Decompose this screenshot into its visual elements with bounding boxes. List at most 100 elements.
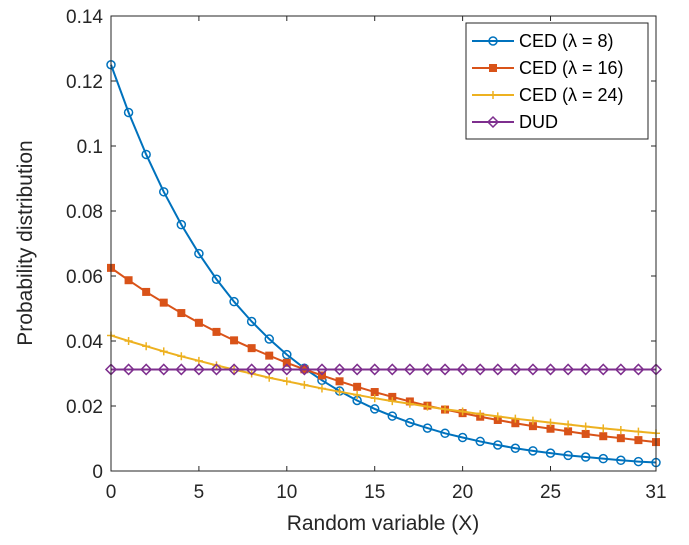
data-point [280,363,293,376]
data-point [441,405,450,414]
data-point [142,342,151,351]
data-point [458,407,467,416]
data-point [526,363,539,376]
data-point [123,107,134,118]
data-point [564,427,573,436]
data-point [562,363,575,376]
data-point [528,416,537,425]
data-point [369,404,380,414]
data-point [403,363,416,376]
data-point [265,351,274,360]
data-point [509,363,522,376]
data-point [353,382,362,391]
data-point [298,363,311,376]
data-point [493,412,502,421]
data-point [177,309,186,318]
legend-label: CED (λ = 8) [519,31,614,51]
data-point [438,363,452,376]
data-point [616,455,626,466]
data-point [616,426,625,435]
data-point [440,428,450,439]
data-point [491,363,504,376]
data-point [405,399,414,408]
legend-item: CED (λ = 8) [472,31,614,51]
x-axis-label: Random variable (X) [287,512,480,535]
data-point [581,422,590,431]
data-point [422,423,433,433]
legend-marker [489,91,497,99]
data-point [368,363,381,376]
data-point [580,452,591,462]
data-point [545,448,556,458]
data-point [597,363,610,376]
y-tick-label: 0.14 [66,7,103,28]
legend-item: CED (λ = 16) [472,58,624,78]
data-point [632,363,645,376]
data-point [511,414,520,423]
data-point [159,347,168,356]
data-point [528,446,538,456]
data-point [633,456,644,467]
data-point [264,334,274,344]
series-diamond [104,363,663,376]
data-point [564,420,573,429]
data-point [212,327,221,336]
x-tick-label: 10 [276,482,297,503]
data-point [599,432,608,441]
data-point [158,187,169,197]
data-point [474,363,487,376]
y-tick-label: 0.06 [66,267,103,288]
data-point [210,363,223,376]
x-tick-label: 20 [452,482,473,503]
legend-marker [489,64,497,72]
data-point [141,149,151,160]
data-point [176,219,187,230]
legend-label: CED (λ = 24) [519,85,624,105]
data-point [353,390,362,399]
legend-item: CED (λ = 24) [472,85,624,105]
data-point [142,287,151,296]
data-point [510,443,521,453]
y-tick-label: 0.02 [66,397,103,418]
data-point [335,377,344,386]
data-point [246,316,257,327]
y-tick-label: 0.1 [77,137,103,158]
data-point [475,436,485,447]
y-axis-label: Probability distribution [14,140,37,345]
y-tick-label: 0 [92,462,103,483]
data-point [599,424,608,433]
data-point [598,453,609,464]
data-point [282,377,291,386]
data-point [423,402,432,411]
legend-marker [488,36,498,46]
data-point [124,276,133,285]
data-point [247,344,256,353]
data-point [315,363,329,376]
legend-label: CED (λ = 16) [519,58,624,78]
data-point [333,363,346,376]
x-tick-label: 5 [194,482,205,503]
data-point [634,427,643,436]
data-point [581,429,590,438]
data-point [386,363,399,376]
data-point [616,434,625,443]
data-point [192,363,205,376]
data-point [263,363,276,376]
legend-marker [486,115,500,129]
data-point [387,411,398,421]
data-point [456,363,469,376]
data-point [546,418,555,427]
tick-layer: 0 5 10 15 20 25 31 0 0.02 0.04 0.06 0.08 0.1 0.12 0.14 [66,7,667,503]
data-point [493,440,503,450]
data-point [370,394,379,403]
data-point [544,363,557,376]
data-point [282,349,292,360]
data-point [230,336,239,345]
data-point [122,363,135,376]
data-point [177,352,186,361]
series-square [107,263,660,447]
data-point [194,318,203,327]
data-point [388,397,397,406]
legend-item: DUD [472,112,558,132]
